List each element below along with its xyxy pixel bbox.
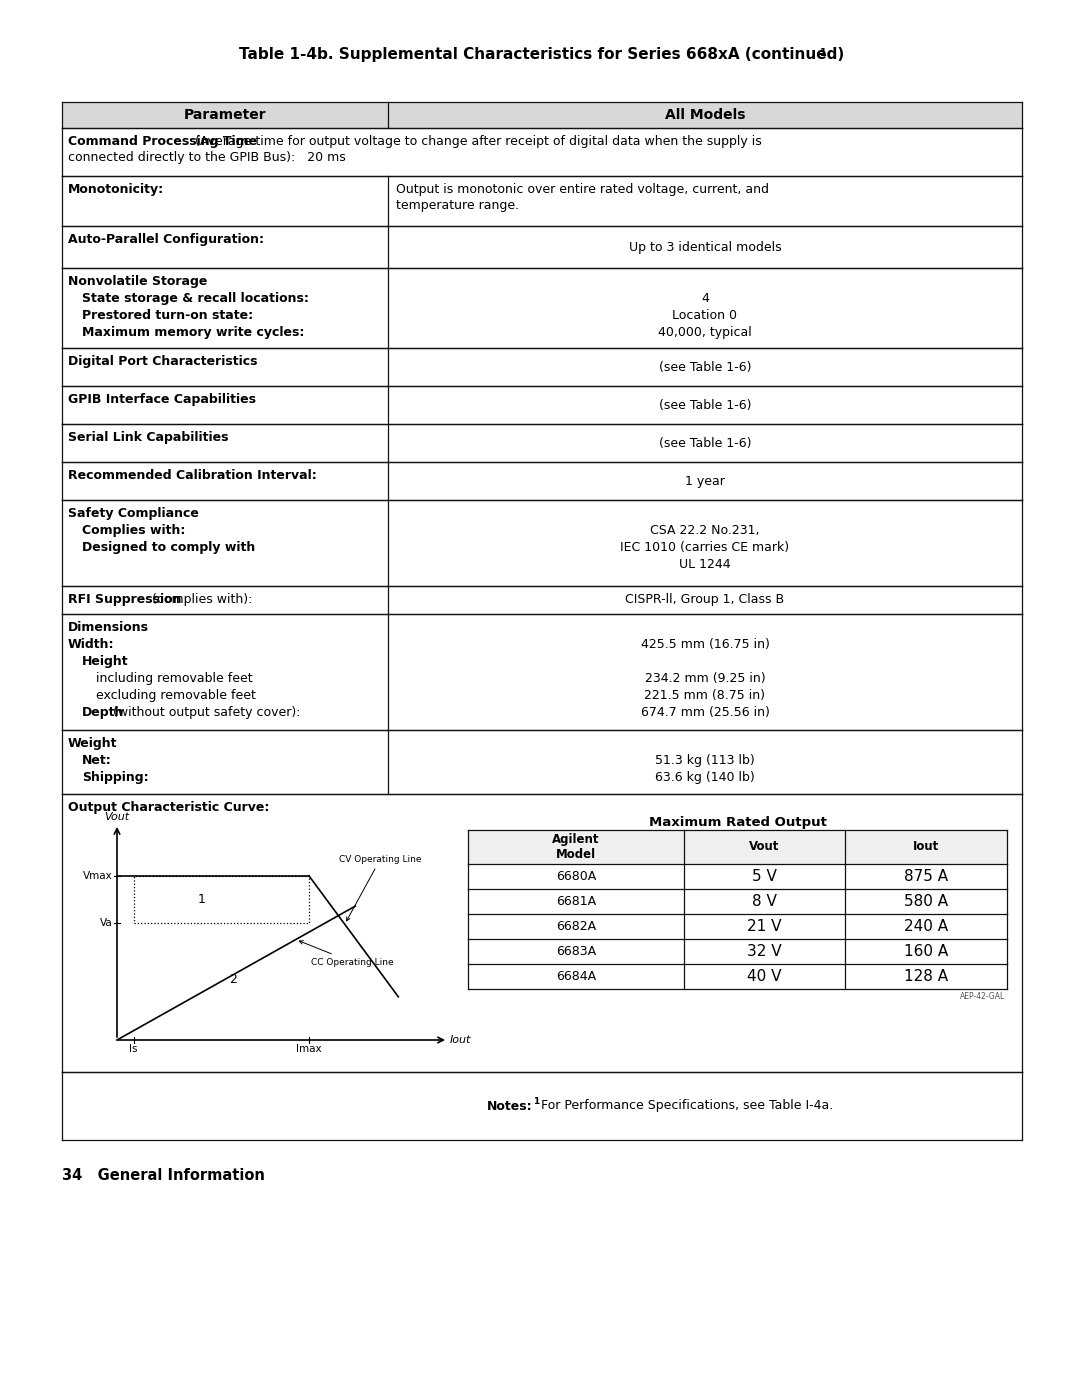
Text: Digital Port Characteristics: Digital Port Characteristics	[68, 355, 257, 367]
Text: 6681A: 6681A	[556, 895, 596, 908]
Text: Agilent
Model: Agilent Model	[552, 833, 599, 861]
Text: 580 A: 580 A	[904, 894, 948, 909]
Text: Recommended Calibration Interval:: Recommended Calibration Interval:	[68, 469, 316, 482]
Text: Complies with:: Complies with:	[82, 524, 186, 536]
Text: 63.6 kg (140 lb): 63.6 kg (140 lb)	[656, 771, 755, 784]
Text: 51.3 kg (113 lb): 51.3 kg (113 lb)	[656, 754, 755, 767]
Bar	[62, 102, 1022, 129]
Text: 6683A: 6683A	[556, 944, 596, 958]
Text: (complies with):: (complies with):	[148, 592, 253, 606]
Text: (without output safety cover):: (without output safety cover):	[109, 705, 300, 719]
Text: (see Table 1-6): (see Table 1-6)	[659, 436, 752, 450]
Text: connected directly to the GPIB Bus):   20 ms: connected directly to the GPIB Bus): 20 …	[68, 151, 346, 163]
Text: 1: 1	[198, 893, 205, 907]
Text: Table 1-4b. Supplemental Characteristics for Series 668xA (continued): Table 1-4b. Supplemental Characteristics…	[240, 47, 845, 61]
Text: Parameter: Parameter	[184, 108, 267, 122]
Text: Monotonicity:: Monotonicity:	[68, 183, 164, 196]
Text: 221.5 mm (8.75 in): 221.5 mm (8.75 in)	[645, 689, 766, 703]
Text: UL 1244: UL 1244	[679, 557, 731, 571]
Text: 8 V: 8 V	[752, 894, 777, 909]
Text: Maximum Rated Output: Maximum Rated Output	[649, 816, 826, 828]
Bar	[134, 876, 309, 923]
Text: Iout: Iout	[450, 1035, 471, 1045]
Text: Prestored turn-on state:: Prestored turn-on state:	[82, 309, 253, 321]
Text: 425.5 mm (16.75 in): 425.5 mm (16.75 in)	[640, 638, 769, 651]
Text: Up to 3 identical models: Up to 3 identical models	[629, 240, 781, 253]
Text: Imax: Imax	[296, 1044, 322, 1053]
Text: Height: Height	[82, 655, 129, 668]
Text: Depth: Depth	[82, 705, 124, 719]
Text: Vmax: Vmax	[83, 870, 113, 882]
Text: CISPR-ll, Group 1, Class B: CISPR-ll, Group 1, Class B	[625, 594, 784, 606]
Text: Nonvolatile Storage: Nonvolatile Storage	[68, 275, 207, 288]
Text: temperature range.: temperature range.	[396, 198, 519, 212]
Text: Command Processing Time: Command Processing Time	[68, 136, 257, 148]
Bar	[468, 964, 1007, 989]
Text: All Models: All Models	[665, 108, 745, 122]
Text: Dimensions: Dimensions	[68, 622, 149, 634]
Text: Vout: Vout	[105, 812, 130, 821]
Text: 1: 1	[820, 47, 827, 59]
Text: 5 V: 5 V	[752, 869, 777, 884]
Text: Auto-Parallel Configuration:: Auto-Parallel Configuration:	[68, 233, 264, 246]
Text: 34   General Information: 34 General Information	[62, 1168, 265, 1183]
Text: Net:: Net:	[82, 754, 111, 767]
Text: 21 V: 21 V	[747, 919, 782, 935]
Text: 40,000, typical: 40,000, typical	[658, 326, 752, 339]
Text: 2: 2	[229, 974, 237, 986]
Text: 875 A: 875 A	[904, 869, 948, 884]
Text: CSA 22.2 No.231,: CSA 22.2 No.231,	[650, 524, 759, 536]
Text: Serial Link Capabilities: Serial Link Capabilities	[68, 432, 229, 444]
Text: excluding removable feet: excluding removable feet	[96, 689, 256, 703]
Text: (Average time for output voltage to change after receipt of digital data when th: (Average time for output voltage to chan…	[191, 136, 761, 148]
Bar	[468, 888, 1007, 914]
Bar	[468, 939, 1007, 964]
Text: Width:: Width:	[68, 638, 114, 651]
Text: State storage & recall locations:: State storage & recall locations:	[82, 292, 309, 305]
Text: Output Characteristic Curve:: Output Characteristic Curve:	[68, 800, 269, 814]
Text: Location 0: Location 0	[673, 309, 738, 321]
Text: Safety Compliance: Safety Compliance	[68, 507, 199, 520]
Text: Maximum memory write cycles:: Maximum memory write cycles:	[82, 326, 305, 339]
Text: Designed to comply with: Designed to comply with	[82, 541, 255, 555]
Text: 4: 4	[701, 292, 708, 305]
Text: 128 A: 128 A	[904, 970, 948, 983]
Text: Notes:: Notes:	[486, 1099, 532, 1112]
Text: including removable feet: including removable feet	[96, 672, 253, 685]
Text: :: :	[200, 541, 204, 555]
Bar	[468, 830, 1007, 863]
Text: 240 A: 240 A	[904, 919, 948, 935]
Text: (see Table 1-6): (see Table 1-6)	[659, 398, 752, 412]
Text: AEP-42-GAL: AEP-42-GAL	[960, 992, 1005, 1002]
Text: Is: Is	[130, 1044, 138, 1053]
Text: 40 V: 40 V	[747, 970, 782, 983]
Text: Va: Va	[100, 918, 113, 929]
Text: 674.7 mm (25.56 in): 674.7 mm (25.56 in)	[640, 705, 769, 719]
Text: IEC 1010 (carries CE mark): IEC 1010 (carries CE mark)	[620, 541, 789, 555]
Bar	[468, 914, 1007, 939]
Text: 1 year: 1 year	[685, 475, 725, 488]
Text: Vout: Vout	[750, 841, 780, 854]
Text: Iout: Iout	[913, 841, 940, 854]
Text: 234.2 mm (9.25 in): 234.2 mm (9.25 in)	[645, 672, 766, 685]
Text: Shipping:: Shipping:	[82, 771, 149, 784]
Text: For Performance Specifications, see Table I-4a.: For Performance Specifications, see Tabl…	[541, 1099, 834, 1112]
Text: 6684A: 6684A	[556, 970, 596, 983]
Text: 32 V: 32 V	[747, 944, 782, 958]
Text: CC Operating Line: CC Operating Line	[299, 940, 393, 967]
Text: CV Operating Line: CV Operating Line	[339, 855, 421, 921]
Text: 6680A: 6680A	[556, 870, 596, 883]
Text: RFI Suppression: RFI Suppression	[68, 592, 181, 606]
Text: Weight: Weight	[68, 738, 118, 750]
Text: 6682A: 6682A	[556, 921, 596, 933]
Bar	[468, 863, 1007, 888]
Text: GPIB Interface Capabilities: GPIB Interface Capabilities	[68, 393, 256, 407]
Text: Output is monotonic over entire rated voltage, current, and: Output is monotonic over entire rated vo…	[396, 183, 769, 196]
Text: (see Table 1-6): (see Table 1-6)	[659, 360, 752, 373]
Text: 160 A: 160 A	[904, 944, 948, 958]
Text: 1: 1	[534, 1097, 539, 1105]
